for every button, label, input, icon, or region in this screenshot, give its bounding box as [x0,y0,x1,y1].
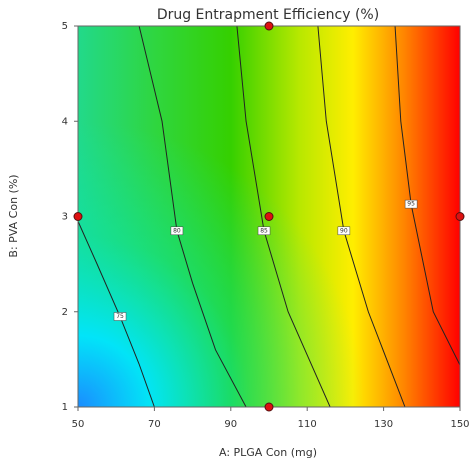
x-tick-label: 130 [374,419,393,430]
x-tick-label: 50 [72,419,85,430]
x-tick-label: 110 [298,419,317,430]
y-tick-label: 3 [62,212,68,223]
contour-label-box [170,226,184,236]
contour-label: 75 [116,313,124,320]
contour-label: 90 [340,227,348,234]
contour-label-box [257,226,271,236]
contour-label-box [404,199,418,209]
y-tick-label: 2 [62,307,68,318]
x-tick-label: 150 [450,419,469,430]
design-point [455,212,465,221]
y-axis-label: B: PVA Con (%) [7,174,20,257]
y-tick-label: 1 [62,402,68,413]
design-point [264,212,274,221]
y-tick-label: 5 [62,21,68,32]
design-point [264,402,274,412]
design-point [264,21,274,31]
chart-title: Drug Entrapment Efficiency (%) [157,7,379,23]
contour-label: 95 [407,201,415,208]
contour-label-box [113,312,127,321]
x-axis-label: A: PLGA Con (mg) [219,446,317,459]
design-point [73,212,83,221]
contour-label-box [337,226,351,236]
contour-label: 80 [173,227,181,234]
x-tick-label: 90 [224,419,237,430]
contour-label: 85 [260,227,268,234]
y-tick-label: 4 [62,116,68,127]
x-tick-label: 70 [148,419,161,430]
